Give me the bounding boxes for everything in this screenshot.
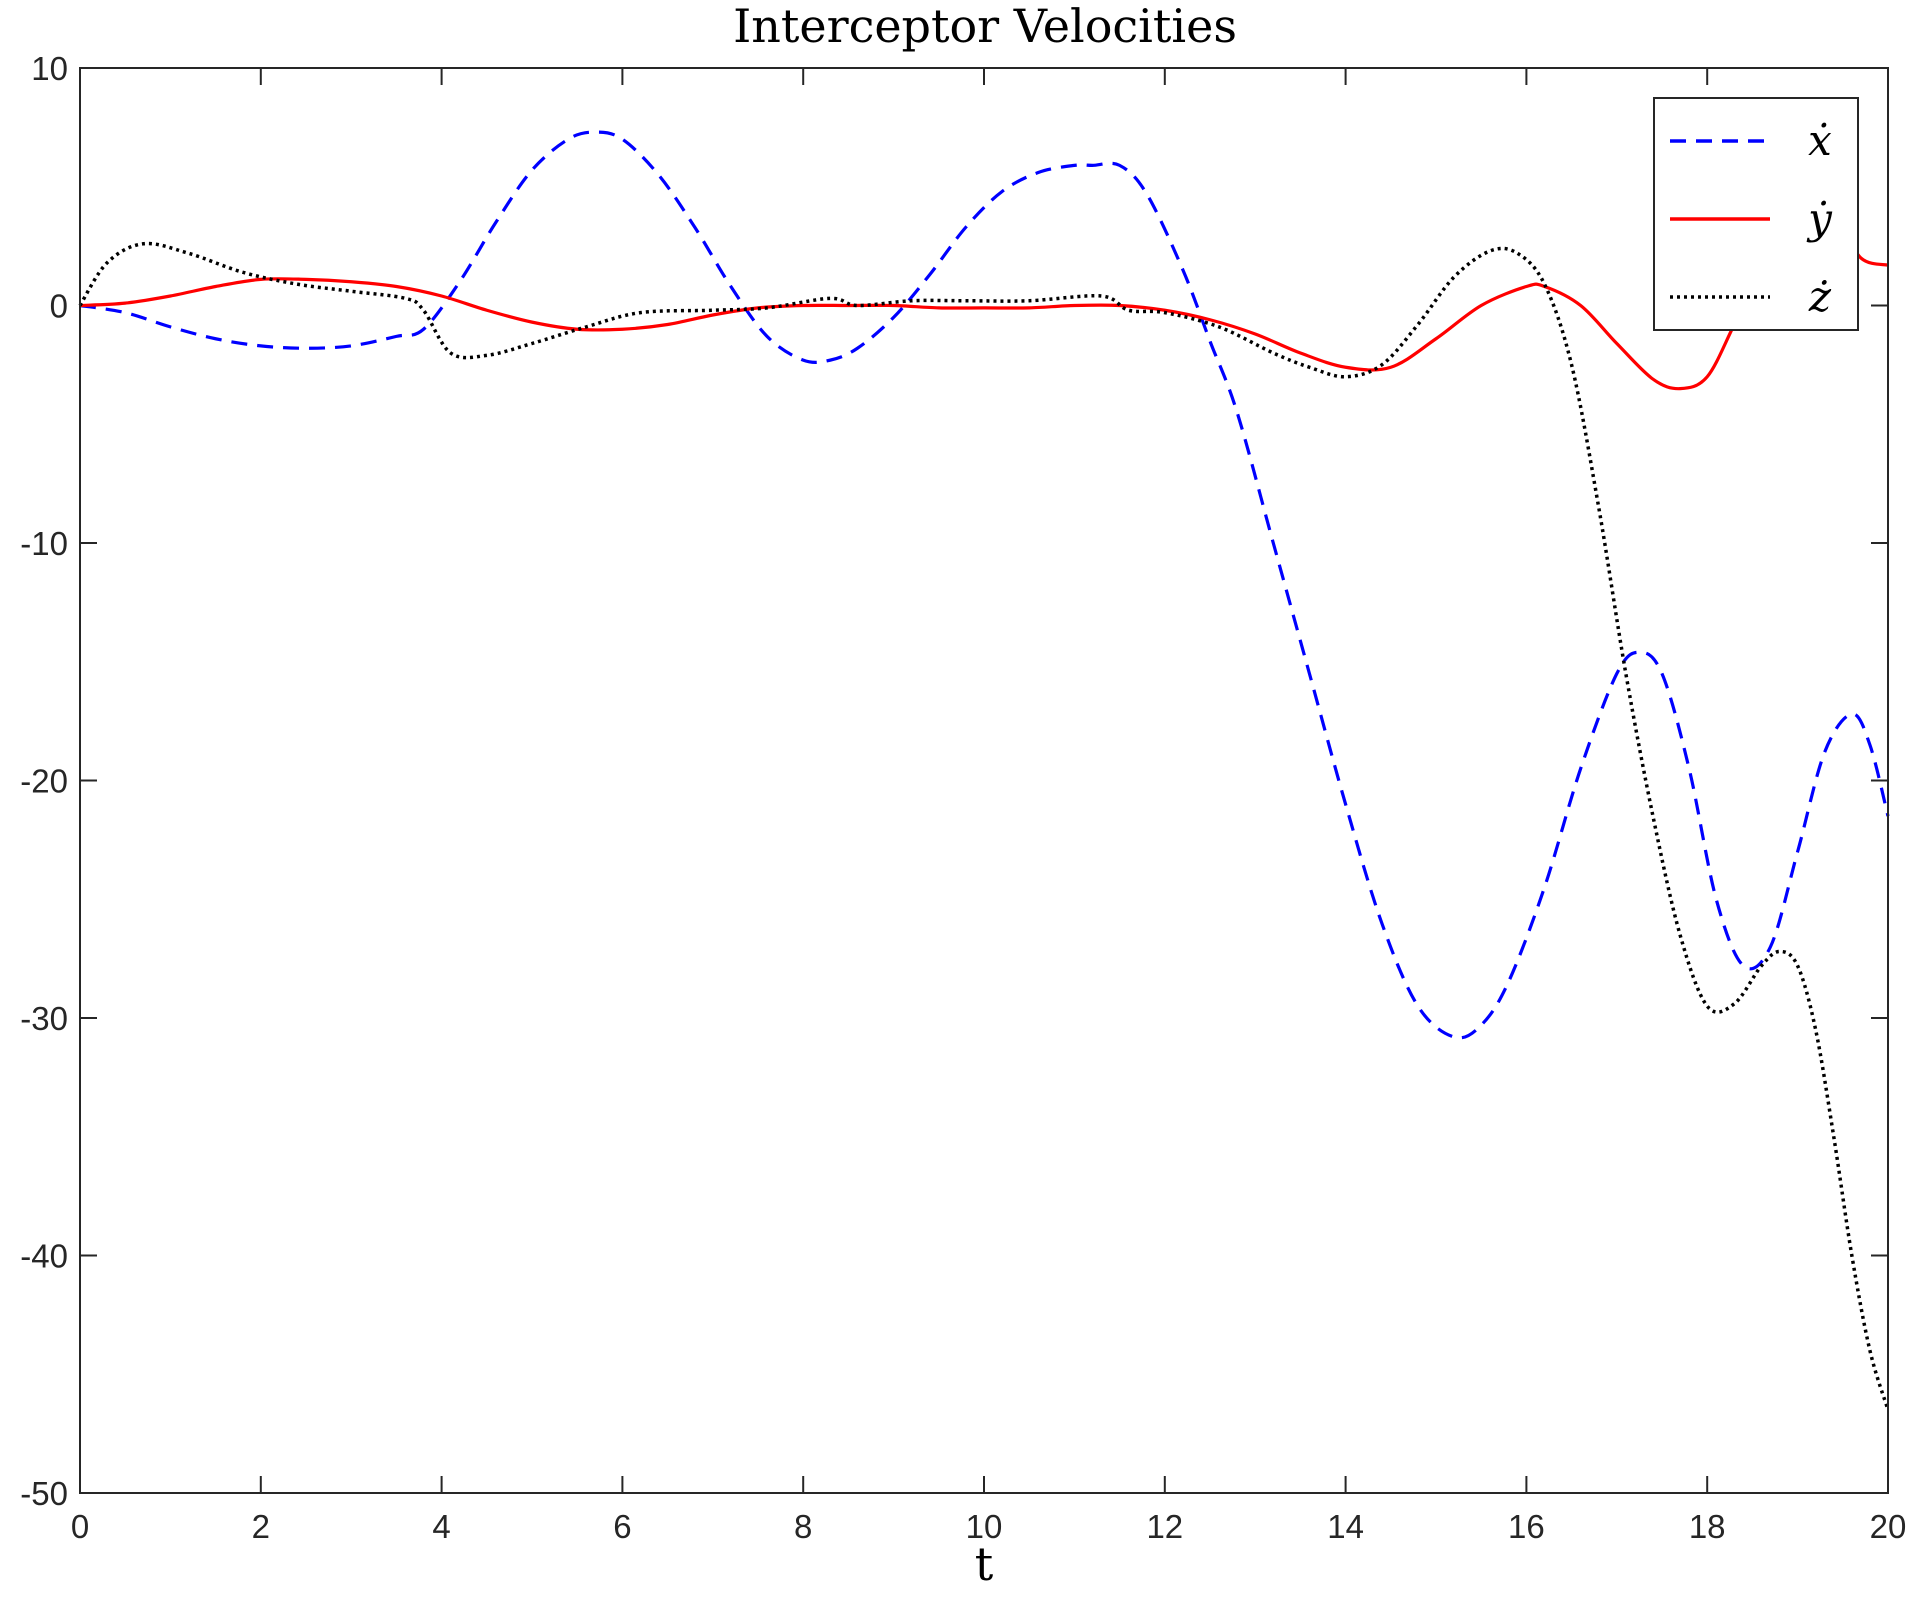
x-tick-label: 16 xyxy=(1508,1508,1545,1545)
y-axis-ticks: -50 -40 -30 -20 -10 0 10 xyxy=(20,50,1888,1512)
series-line-2 xyxy=(79,214,1889,391)
x-tick-label: 2 xyxy=(252,1508,270,1545)
series-layer xyxy=(78,130,1890,1411)
x-tick-label: 4 xyxy=(432,1508,450,1545)
x-tick-label: 18 xyxy=(1689,1508,1726,1545)
x-axis-label: t xyxy=(975,1537,994,1591)
legend-box xyxy=(1653,97,1859,331)
x-tick-label: 0 xyxy=(71,1508,89,1545)
x-tick-label: 8 xyxy=(794,1508,812,1545)
y-tick-label: -30 xyxy=(20,1000,68,1037)
x-tick-label: 6 xyxy=(613,1508,631,1545)
plot-area-frame xyxy=(79,67,1889,1494)
x-tick-label: 14 xyxy=(1327,1508,1364,1545)
chart-title: Interceptor Velocities xyxy=(733,0,1237,53)
y-tick-label: -40 xyxy=(20,1238,68,1275)
legend: ẋẏż xyxy=(1653,97,1859,331)
legend-label-1: ẋ xyxy=(1808,116,1832,165)
x-tick-label: 12 xyxy=(1146,1508,1183,1545)
series-line-1 xyxy=(79,130,1890,1040)
y-tick-label: 10 xyxy=(31,50,68,87)
legend-label-3: ż xyxy=(1808,272,1832,321)
x-axis-ticks: 0 2 4 6 8 10 12 14 16 18 20 xyxy=(71,68,1907,1545)
y-tick-label: 0 xyxy=(50,288,68,325)
y-tick-label: -20 xyxy=(20,763,68,800)
x-tick-label: 10 xyxy=(966,1508,1003,1545)
y-tick-label: -50 xyxy=(20,1475,68,1512)
y-tick-label: -10 xyxy=(20,525,68,562)
legend-label-2: ẏ xyxy=(1806,194,1833,243)
series-line-3 xyxy=(78,241,1890,1411)
x-tick-label: 20 xyxy=(1870,1508,1907,1545)
